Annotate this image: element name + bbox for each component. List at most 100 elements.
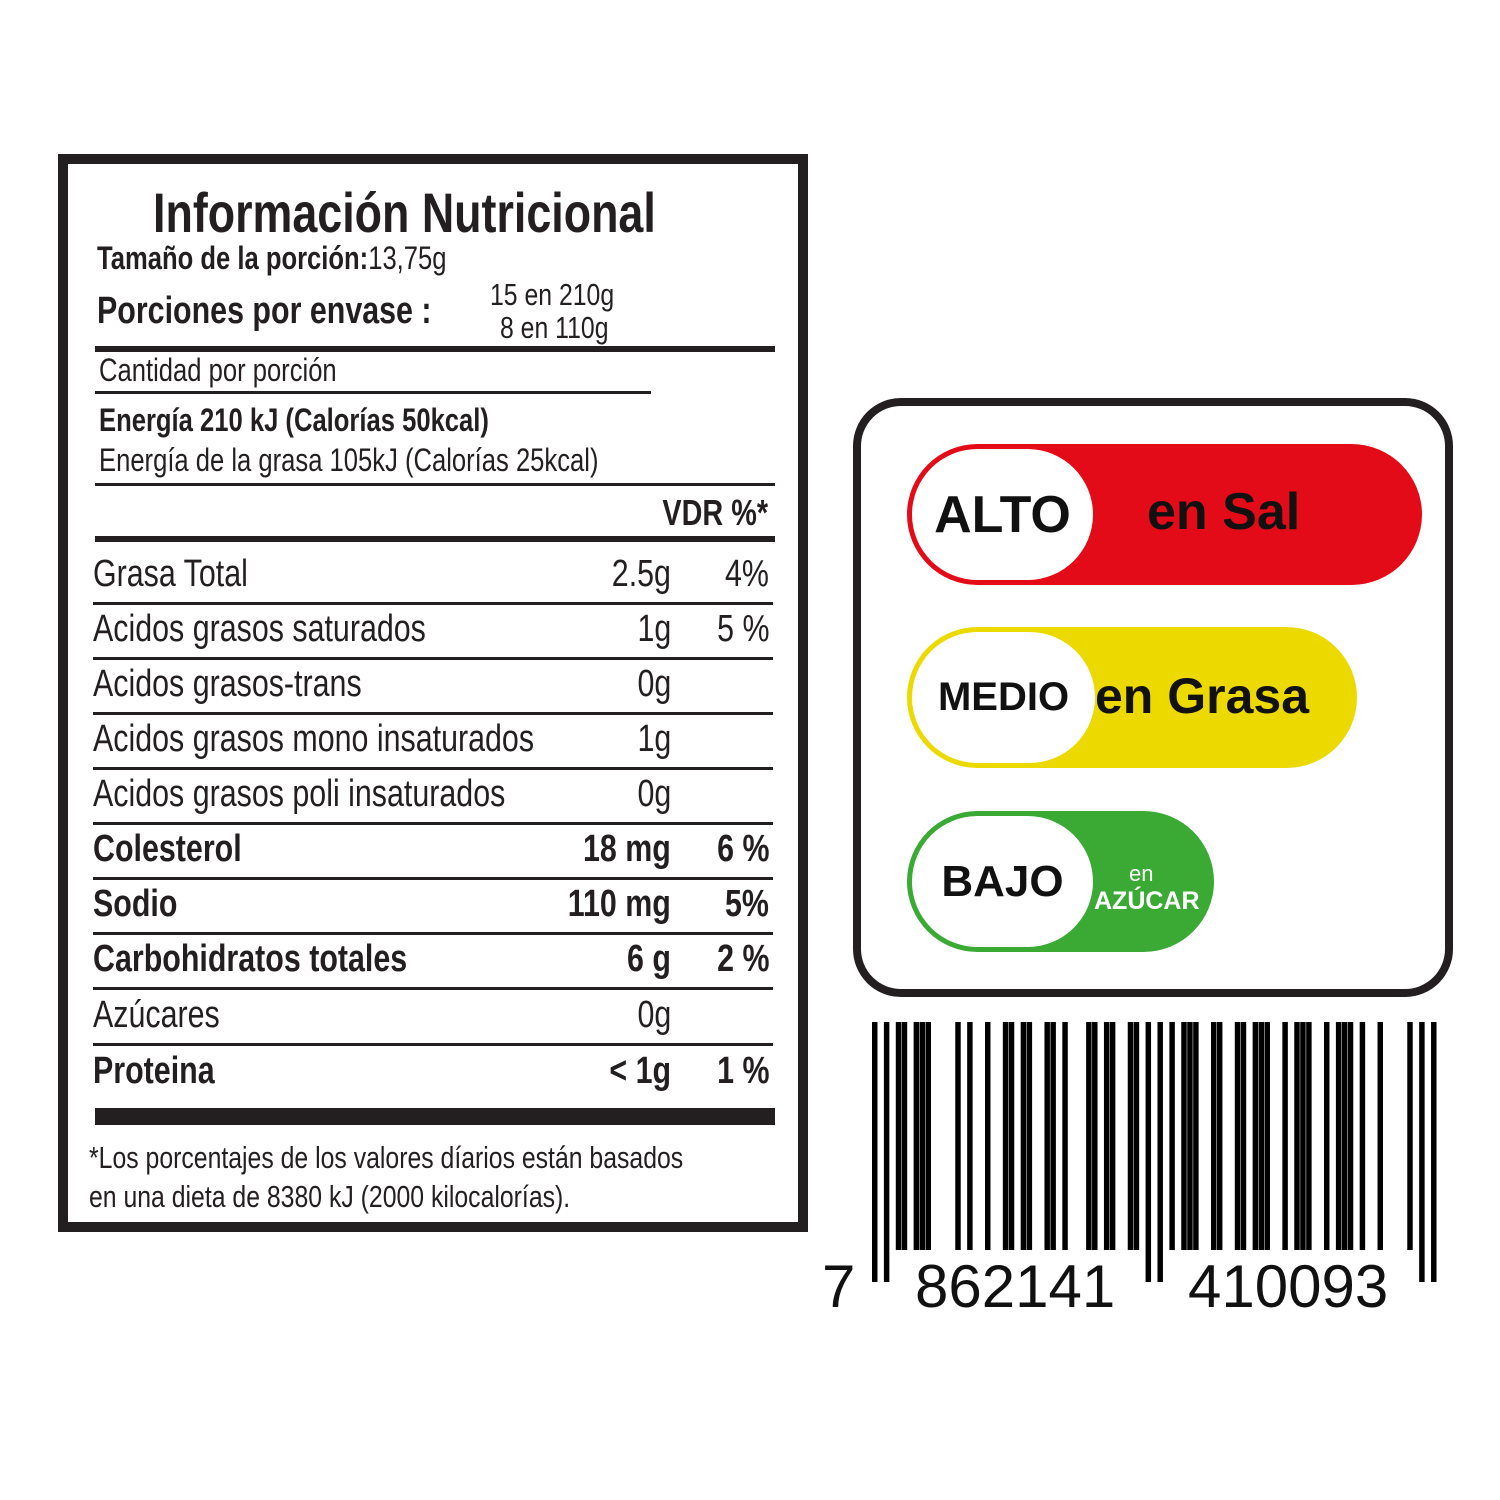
nutrient-row: Grasa Total 2.5g 4% bbox=[93, 549, 771, 599]
indicator-label: AZÚCAR bbox=[1094, 887, 1200, 915]
thick-divider bbox=[95, 1108, 775, 1125]
barcode-bar bbox=[925, 1022, 931, 1250]
barcode-bar bbox=[1103, 1022, 1110, 1250]
barcode-bar bbox=[1020, 1022, 1027, 1250]
fat-indicator: MEDIO en Grasa bbox=[907, 627, 1357, 768]
nutrient-row: Acidos grasos poli insaturados 0g bbox=[93, 769, 771, 819]
barcode-bar bbox=[1157, 1022, 1163, 1282]
nutrient-row: Proteina < 1g 1 % bbox=[93, 1046, 771, 1096]
level-badge: BAJO bbox=[912, 816, 1093, 947]
barcode-bar bbox=[1419, 1022, 1425, 1282]
barcode-bar bbox=[1211, 1022, 1217, 1250]
nutrition-facts-box bbox=[58, 154, 808, 1232]
nutrient-amount: < 1g bbox=[609, 1050, 671, 1092]
nutrient-name: Acidos grasos poli insaturados bbox=[93, 773, 506, 815]
barcode-bar bbox=[1347, 1022, 1354, 1250]
nutrient-row: Azúcares 0g bbox=[93, 990, 771, 1040]
divider bbox=[95, 483, 775, 486]
divider bbox=[95, 391, 651, 394]
nutrient-dv-percent: 5 % bbox=[716, 608, 769, 650]
indicator-label: en Grasa bbox=[1095, 668, 1310, 724]
barcode-bar bbox=[1044, 1022, 1050, 1250]
barcode-bar bbox=[1181, 1022, 1187, 1250]
nutrient-name: Acidos grasos-trans bbox=[93, 663, 362, 705]
nutrient-dv-percent: 4% bbox=[725, 553, 769, 595]
barcode-bar bbox=[1240, 1022, 1247, 1250]
nutrient-row: Sodio 110 mg 5% bbox=[93, 879, 771, 929]
row-divider bbox=[93, 767, 773, 770]
amount-per-serving: Cantidad por porción bbox=[99, 352, 337, 388]
barcode-bar bbox=[1133, 1022, 1140, 1250]
dv-header: VDR %* bbox=[662, 492, 768, 533]
barcode-bar bbox=[1026, 1022, 1033, 1250]
nutrient-name: Carbohidratos totales bbox=[93, 938, 408, 980]
salt-indicator: ALTO en Sal bbox=[907, 444, 1422, 585]
barcode-bar bbox=[1264, 1022, 1270, 1250]
barcode-bar bbox=[985, 1022, 991, 1250]
nutrient-name: Proteina bbox=[93, 1050, 215, 1092]
barcode-bar bbox=[913, 1022, 920, 1250]
level-badge: MEDIO bbox=[912, 632, 1095, 763]
nutrient-row: Colesterol 18 mg 6 % bbox=[93, 824, 771, 874]
nutrient-name: Acidos grasos mono insaturados bbox=[93, 718, 535, 760]
nutrient-row: Acidos grasos-trans 0g bbox=[93, 659, 771, 709]
barcode-bar bbox=[1187, 1022, 1193, 1250]
nutrient-amount: 1g bbox=[637, 718, 671, 760]
nutrient-dv-percent: 6 % bbox=[716, 828, 769, 870]
serving-size: Tamaño de la porción:13,75g bbox=[97, 240, 447, 276]
nutrient-row: Carbohidratos totales 6 g 2 % bbox=[93, 934, 771, 984]
barcode-bar bbox=[1127, 1022, 1134, 1250]
barcode-bar bbox=[967, 1022, 973, 1250]
barcode-bar bbox=[1216, 1022, 1223, 1250]
barcode-bar bbox=[872, 1022, 878, 1282]
nutrition-title: Información Nutricional bbox=[153, 181, 656, 244]
row-divider bbox=[93, 657, 773, 660]
nutrient-dv-percent: 5% bbox=[725, 883, 769, 925]
barcode-bar bbox=[1169, 1022, 1175, 1250]
nutrient-amount: 0g bbox=[637, 994, 671, 1036]
barcode-bar bbox=[919, 1022, 926, 1250]
nutrient-name: Colesterol bbox=[93, 828, 242, 870]
nutrient-row: Acidos grasos mono insaturados 1g bbox=[93, 714, 771, 764]
barcode-bar bbox=[1431, 1022, 1437, 1282]
nutrient-amount: 110 mg bbox=[567, 883, 671, 925]
footnote: *Los porcentajes de los valores díarios … bbox=[89, 1140, 684, 1214]
servings-values: 15 en 210g 8 en 110g bbox=[490, 277, 615, 345]
barcode-bar bbox=[1109, 1022, 1116, 1250]
barcode-bar bbox=[1306, 1022, 1312, 1250]
indicator-label: en Sal bbox=[1147, 483, 1301, 541]
barcode-bar bbox=[1377, 1022, 1383, 1250]
barcode-bar bbox=[1086, 1022, 1092, 1250]
divider bbox=[95, 536, 775, 542]
barcode-bar bbox=[1234, 1022, 1241, 1250]
indicator-small-label: en bbox=[1129, 861, 1154, 886]
barcode-bar bbox=[895, 1022, 902, 1250]
barcode-bar bbox=[1193, 1022, 1199, 1250]
barcode-bar bbox=[1092, 1022, 1098, 1250]
barcode-bar bbox=[1062, 1022, 1068, 1250]
barcode-bar bbox=[1300, 1022, 1306, 1250]
barcode-bar bbox=[1050, 1022, 1056, 1250]
front-warning-panel bbox=[853, 398, 1453, 997]
energy: Energía 210 kJ (Calorías 50kcal) bbox=[99, 402, 489, 438]
row-divider bbox=[93, 877, 773, 880]
barcode-bar bbox=[1324, 1022, 1330, 1250]
barcode-bar bbox=[1252, 1022, 1259, 1250]
barcode-right-digits: 410093 bbox=[1188, 1253, 1389, 1320]
row-divider bbox=[93, 987, 773, 990]
nutrient-amount: 2.5g bbox=[611, 553, 671, 595]
row-divider bbox=[93, 602, 773, 605]
nutrient-amount: 0g bbox=[637, 773, 671, 815]
nutrient-amount: 6 g bbox=[627, 938, 671, 980]
barcode-bar bbox=[1282, 1022, 1288, 1250]
barcode-bar bbox=[1258, 1022, 1265, 1250]
nutrient-dv-percent: 2 % bbox=[716, 938, 769, 980]
barcode-left-digits: 862141 bbox=[915, 1253, 1116, 1320]
barcode-bar bbox=[1359, 1022, 1366, 1250]
row-divider bbox=[93, 822, 773, 825]
row-divider bbox=[93, 712, 773, 715]
nutrient-amount: 1g bbox=[637, 608, 671, 650]
barcode-bar bbox=[955, 1022, 961, 1250]
